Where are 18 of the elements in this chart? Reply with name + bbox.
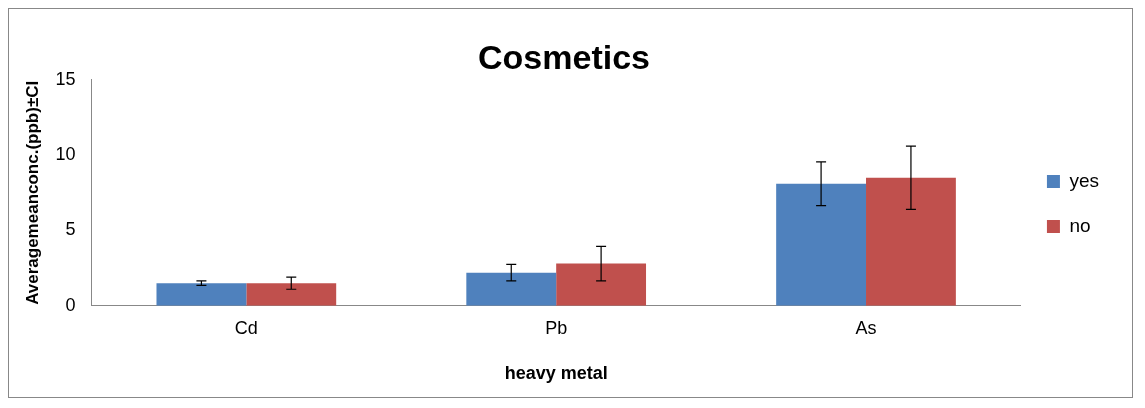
x-tick-label: Cd bbox=[234, 317, 258, 338]
bar bbox=[246, 283, 337, 306]
y-tick-label: 0 bbox=[65, 294, 76, 315]
x-tick-label: Pb bbox=[545, 317, 568, 338]
y-tick-label: 10 bbox=[55, 144, 76, 165]
chart-title: Cosmetics bbox=[478, 37, 650, 76]
legend-label: yes bbox=[1069, 169, 1100, 191]
x-tick-label: As bbox=[855, 317, 877, 338]
bar bbox=[556, 263, 647, 306]
bar bbox=[866, 177, 956, 306]
y-tick-label: 5 bbox=[65, 219, 76, 240]
bar bbox=[466, 272, 557, 306]
legend-label: no bbox=[1069, 214, 1091, 236]
y-tick-label: 15 bbox=[55, 68, 76, 89]
bar bbox=[776, 183, 867, 306]
bar bbox=[156, 283, 247, 306]
y-axis-title: Averagemeanconc.(ppb)±CI bbox=[22, 80, 42, 305]
x-axis-title: heavy metal bbox=[504, 363, 608, 384]
